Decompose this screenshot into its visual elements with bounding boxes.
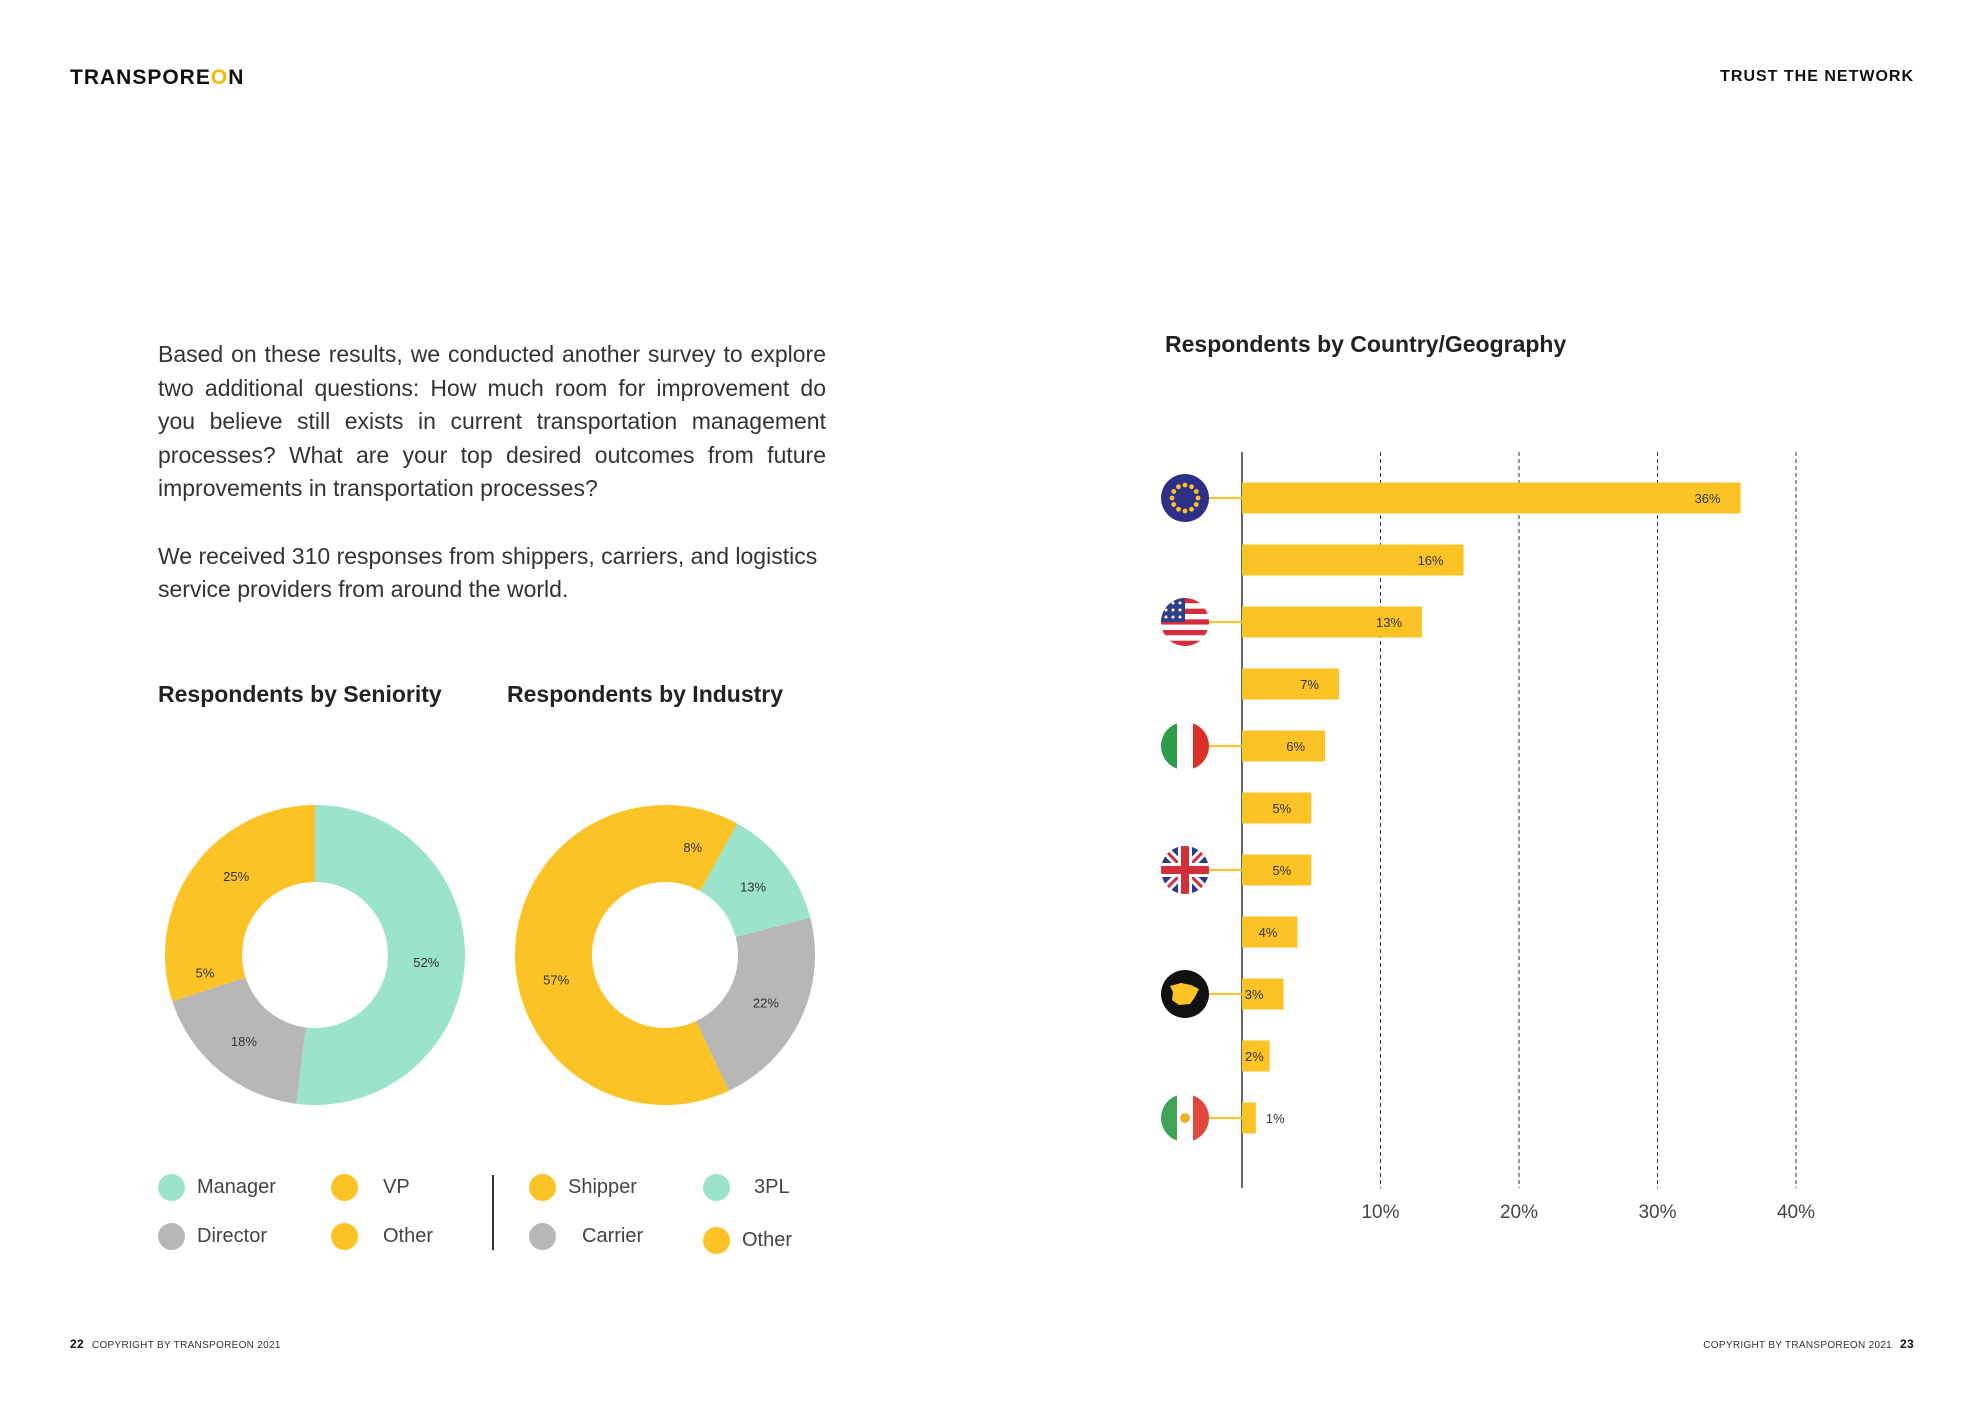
bar-4 (1242, 668, 1339, 700)
seniority-chart-title: Respondents by Seniority (158, 681, 442, 707)
country-bar-chart: 10% 20% 30% 40% 36% 16% 13% 7% 6% 5% 5% 4% 3% 2% 1% (1161, 452, 1815, 1223)
bar-1 (1242, 482, 1741, 514)
legend-other-industry: Other (703, 1227, 792, 1254)
bar-8 (1242, 916, 1298, 948)
bar-label-6: 5% (1272, 801, 1291, 816)
industry-donut-chart: 57% 22% 13% 8% (515, 805, 815, 1105)
seniority-label-manager: 52% (413, 955, 439, 970)
seniority-slice-other (165, 805, 315, 955)
bar-9 (1242, 978, 1284, 1010)
country-chart-title: Respondents by Country/Geography (1165, 331, 1567, 357)
bar-label-3: 13% (1376, 615, 1402, 630)
legend-carrier-swatch (529, 1223, 556, 1250)
industry-label-carrier: 22% (753, 995, 779, 1010)
x-tick-label-20: 20% (1500, 1202, 1538, 1223)
bar-label-10: 2% (1245, 1049, 1264, 1064)
industry-label-other: 8% (683, 840, 702, 855)
industry-chart-title: Respondents by Industry (507, 681, 784, 707)
legend-director-label: Director (197, 1225, 268, 1247)
industry-label-3pl: 13% (740, 880, 766, 895)
bar-5 (1242, 730, 1326, 762)
bar-10 (1242, 1040, 1270, 1072)
bar-6 (1242, 792, 1312, 824)
seniority-label-other: 25% (223, 869, 249, 884)
legend-director: Director (158, 1223, 267, 1250)
seniority-label-director: 18% (231, 1034, 257, 1049)
x-tick-label-10: 10% (1361, 1202, 1399, 1223)
legend-divider (492, 1175, 494, 1250)
usa-flag-icon (1161, 598, 1209, 646)
logo: TRANSPOREON (70, 66, 244, 90)
seniority-slice-director (172, 977, 306, 1104)
industry-slice-other (665, 805, 738, 892)
logo-text-start: TRANSPORE (70, 66, 211, 89)
eu-flag-icon (1161, 474, 1209, 522)
legend-director-swatch (158, 1223, 185, 1250)
bar-2 (1242, 544, 1464, 576)
legend-other-seniority-label: Other (383, 1225, 434, 1247)
legend-carrier: Carrier (529, 1223, 643, 1250)
industry-slice-shipper (515, 805, 729, 1105)
industry-label-shipper: 57% (543, 972, 569, 987)
tagline: TRUST THE NETWORK (1720, 68, 1914, 85)
mexico-flag-icon (1161, 1094, 1209, 1142)
seniority-label-vp: 5% (195, 965, 214, 980)
industry-slice-carrier (696, 917, 815, 1091)
footer-left: 22 COPYRIGHT BY TRANSPOREON 2021 (62, 1337, 281, 1351)
legend-3pl-label: 3PL (754, 1176, 790, 1198)
x-tick-label-40: 40% (1777, 1202, 1815, 1223)
spain-map-icon (1161, 970, 1209, 1018)
bar-3 (1242, 606, 1423, 638)
bar-label-4: 7% (1300, 677, 1319, 692)
bar-label-8: 4% (1259, 925, 1278, 940)
legend-manager: Manager (158, 1174, 276, 1201)
intro-text: Based on these results, we conducted ano… (158, 338, 826, 641)
bar-label-9: 3% (1245, 987, 1264, 1002)
bar-label-7: 5% (1272, 863, 1291, 878)
bar-label-11: 1% (1266, 1111, 1285, 1126)
legend-3pl: 3PL (703, 1174, 790, 1201)
x-tick-label-30: 30% (1638, 1202, 1676, 1223)
seniority-slice-vp (165, 955, 246, 1002)
bar-7 (1242, 854, 1312, 886)
intro-paragraph-2: We received 310 responses from shippers,… (158, 542, 818, 603)
legend-other-seniority: Other (331, 1223, 433, 1250)
seniority-donut-chart: 52% 18% 5% 25% (165, 805, 465, 1105)
legend-manager-swatch (158, 1174, 185, 1201)
bar-label-2: 16% (1418, 553, 1444, 568)
legend-3pl-swatch (703, 1174, 730, 1201)
right-copyright: COPYRIGHT BY TRANSPOREON 2021 (1703, 1340, 1893, 1351)
left-page-number: 22 (70, 1337, 84, 1351)
legend-manager-label: Manager (197, 1176, 276, 1198)
seniority-slice-manager (296, 805, 465, 1105)
legend-shipper-label: Shipper (568, 1176, 637, 1198)
uk-flag-icon (1161, 846, 1209, 894)
legend-shipper: Shipper (529, 1174, 637, 1201)
legend-other-industry-label: Other (742, 1229, 793, 1251)
bar-label-1: 36% (1695, 491, 1721, 506)
legend-other-industry-swatch (703, 1227, 730, 1254)
legend-vp-swatch (331, 1174, 358, 1201)
left-copyright: COPYRIGHT BY TRANSPOREON 2021 (91, 1340, 281, 1351)
legend-shipper-swatch (529, 1174, 556, 1201)
intro-paragraph-1: Based on these results, we conducted ano… (158, 341, 826, 501)
logo-o-mark: O (210, 66, 229, 89)
italy-flag-icon (1161, 722, 1209, 770)
right-page-number: 23 (1900, 1337, 1914, 1351)
bar-11 (1242, 1102, 1256, 1134)
logo-text-end: N (228, 66, 245, 89)
bar-label-5: 6% (1286, 739, 1305, 754)
industry-slice-3pl (700, 823, 811, 937)
legend-other-seniority-swatch (331, 1223, 358, 1250)
legend-vp: VP (331, 1174, 410, 1201)
footer-right: COPYRIGHT BY TRANSPOREON 2021 23 (1703, 1337, 1922, 1351)
legend-vp-label: VP (383, 1176, 410, 1198)
legend-carrier-label: Carrier (582, 1225, 644, 1247)
